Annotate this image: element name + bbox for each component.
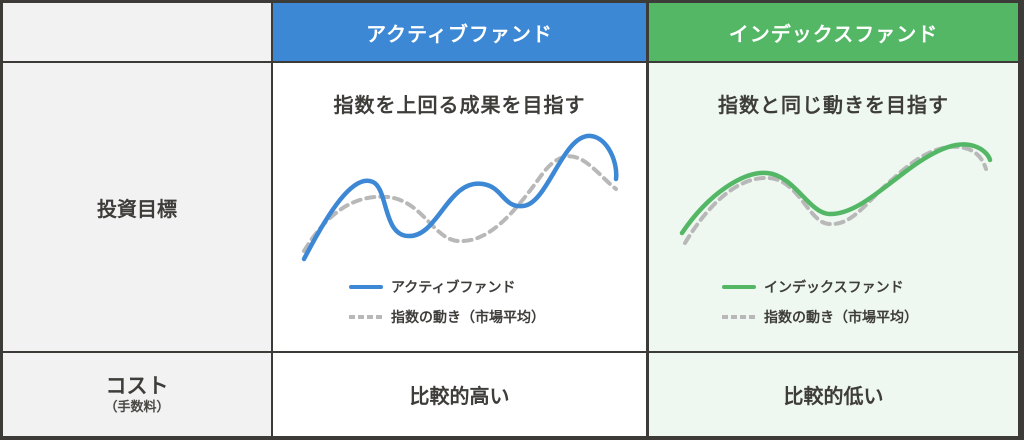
solid-line-swatch-icon xyxy=(349,285,383,289)
legend-index-fund: インデックスファンド xyxy=(722,277,904,297)
index-goal-cell: 指数と同じ動きを目指す インデックスファンド 指数の動き（市場平均） xyxy=(649,63,1018,351)
active-fund-line xyxy=(301,133,619,262)
index-fund-line xyxy=(679,142,993,236)
legend-index-movement-label: 指数の動き（市場平均） xyxy=(391,310,545,326)
legend-index-movement: 指数の動き（市場平均） xyxy=(722,307,918,327)
legend-active-fund: アクティブファンド xyxy=(349,277,515,297)
header-index-fund-label: インデックスファンド xyxy=(728,21,939,46)
index-goal-title: 指数と同じ動きを目指す xyxy=(718,93,949,117)
active-goal-cell: 指数を上回る成果を目指す アクティブファンド 指数の動き（市場平均） xyxy=(273,63,646,351)
dashed-line-swatch-icon xyxy=(722,315,756,319)
active-cost-value: 比較的高い xyxy=(409,384,510,408)
active-goal-title: 指数を上回る成果を目指す xyxy=(333,93,586,117)
row-label-cost-text: コスト xyxy=(105,373,169,398)
index-cost-cell: 比較的低い xyxy=(649,353,1018,436)
index-cost-value: 比較的低い xyxy=(783,384,884,408)
legend-index-movement-label: 指数の動き（市場平均） xyxy=(764,310,918,326)
index-dashed-line xyxy=(302,154,618,253)
header-active-fund-label: アクティブファンド xyxy=(366,21,553,46)
dashed-line-swatch-icon xyxy=(349,315,383,319)
active-fund-chart xyxy=(301,133,619,262)
row-label-cost: コスト （手数料） xyxy=(3,353,271,436)
row-label-cost-subtext: （手数料） xyxy=(104,399,170,415)
row-label-goal: 投資目標 xyxy=(3,63,271,351)
legend-index-fund-label: インデックスファンド xyxy=(764,280,904,296)
header-active-fund: アクティブファンド xyxy=(273,3,646,61)
header-empty-cell xyxy=(3,3,271,61)
index-fund-chart xyxy=(679,142,993,245)
legend-active-fund-label: アクティブファンド xyxy=(391,280,516,296)
active-cost-cell: 比較的高い xyxy=(273,353,646,436)
index-dashed-line xyxy=(683,144,988,245)
solid-line-swatch-icon xyxy=(722,285,756,289)
row-label-goal-text: 投資目標 xyxy=(97,196,177,221)
legend-index-movement: 指数の動き（市場平均） xyxy=(349,307,545,327)
header-index-fund: インデックスファンド xyxy=(649,3,1018,61)
